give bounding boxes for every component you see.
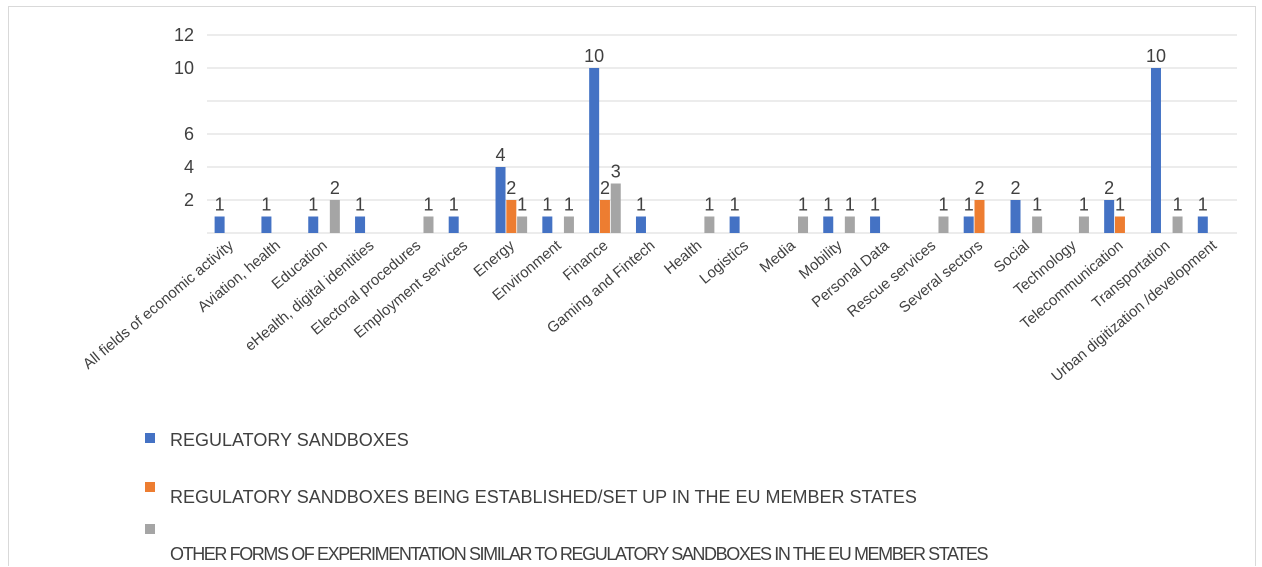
category-label: Logistics xyxy=(696,237,752,288)
bar[interactable] xyxy=(214,216,225,234)
bar[interactable] xyxy=(448,216,459,234)
data-label: 1 xyxy=(845,195,855,215)
data-label: 10 xyxy=(1146,46,1166,66)
y-axis-ticks: 12 10 6 4 2 xyxy=(174,25,194,210)
data-label: 1 xyxy=(423,195,433,215)
data-label: 1 xyxy=(870,195,880,215)
bar[interactable] xyxy=(870,216,881,234)
data-label: 1 xyxy=(704,195,714,215)
data-label: 2 xyxy=(600,178,610,198)
bar[interactable] xyxy=(589,68,600,233)
bar[interactable] xyxy=(495,167,506,233)
bar[interactable] xyxy=(844,216,855,234)
bar[interactable] xyxy=(1010,200,1021,233)
bars xyxy=(214,68,1208,234)
category-label: Aviation, health xyxy=(194,237,283,316)
data-label: 1 xyxy=(964,195,974,215)
bar[interactable] xyxy=(610,183,621,234)
bar[interactable] xyxy=(563,216,574,234)
data-label: 1 xyxy=(308,195,318,215)
data-label: 1 xyxy=(517,195,527,215)
data-label: 1 xyxy=(823,195,833,215)
bar[interactable] xyxy=(506,200,517,233)
category-label: Social xyxy=(991,237,1033,276)
legend-swatch-0 xyxy=(145,433,155,443)
data-label: 4 xyxy=(496,145,506,165)
data-label: 2 xyxy=(1104,178,1114,198)
bar[interactable] xyxy=(963,216,974,234)
bar[interactable] xyxy=(798,216,809,234)
y-tick-label: 12 xyxy=(174,25,194,45)
bar[interactable] xyxy=(308,216,319,234)
legend-label-0: REGULATORY SANDBOXES xyxy=(170,430,409,450)
data-label: 1 xyxy=(261,195,271,215)
bar[interactable] xyxy=(1172,216,1183,234)
data-label: 2 xyxy=(1011,178,1021,198)
data-label: 1 xyxy=(355,195,365,215)
bar[interactable] xyxy=(517,216,528,234)
bar[interactable] xyxy=(355,216,366,234)
data-label: 1 xyxy=(1079,195,1089,215)
category-label: Several sectors xyxy=(896,237,986,316)
bar[interactable] xyxy=(938,216,949,234)
data-label: 2 xyxy=(330,178,340,198)
chart-frame: 12 10 6 4 2 1 1 1 2 1 1 1 4 2 1 1 1 10 2 3 1 1 1 1 1 1 1 1 1 2 2 1 1 2 1 1… xyxy=(8,6,1256,566)
bar[interactable] xyxy=(1104,200,1115,233)
legend-swatch-1 xyxy=(145,482,155,492)
category-label: Media xyxy=(757,237,800,277)
data-label: 1 xyxy=(449,195,459,215)
bar[interactable] xyxy=(1032,216,1043,234)
legend-swatch-2 xyxy=(145,524,155,534)
data-label: 1 xyxy=(636,195,646,215)
legend-label-2: OTHER FORMS OF EXPERIMENTATION SIMILAR T… xyxy=(170,544,988,564)
data-label: 1 xyxy=(1032,195,1042,215)
bar[interactable] xyxy=(329,200,340,233)
bar[interactable] xyxy=(1150,68,1161,233)
data-label: 1 xyxy=(938,195,948,215)
category-labels: All fields of economic activityAviation,… xyxy=(80,237,1221,386)
bar[interactable] xyxy=(729,216,740,234)
data-label: 1 xyxy=(564,195,574,215)
category-label: Urban digitization /development xyxy=(1048,237,1221,386)
data-label: 1 xyxy=(798,195,808,215)
data-label: 1 xyxy=(1115,195,1125,215)
bar[interactable] xyxy=(423,216,434,234)
bar[interactable] xyxy=(974,200,985,233)
y-tick-label: 4 xyxy=(184,157,194,177)
gridlines xyxy=(207,34,1237,234)
y-tick-label: 2 xyxy=(184,190,194,210)
data-label: 1 xyxy=(1173,195,1183,215)
bar[interactable] xyxy=(1078,216,1089,234)
bar[interactable] xyxy=(823,216,834,234)
data-label: 1 xyxy=(1198,195,1208,215)
legend-label-1: REGULATORY SANDBOXES BEING ESTABLISHED/S… xyxy=(170,487,917,507)
data-label: 1 xyxy=(215,195,225,215)
bar[interactable] xyxy=(635,216,646,234)
y-tick-label: 6 xyxy=(184,124,194,144)
bar[interactable] xyxy=(1114,216,1125,234)
data-label: 10 xyxy=(584,46,604,66)
data-label: 1 xyxy=(542,195,552,215)
bar[interactable] xyxy=(704,216,715,234)
bar[interactable] xyxy=(599,200,610,233)
data-label: 3 xyxy=(611,162,621,182)
data-label: 1 xyxy=(730,195,740,215)
data-label: 2 xyxy=(974,178,984,198)
bar[interactable] xyxy=(1197,216,1208,234)
y-tick-label: 10 xyxy=(174,58,194,78)
bar[interactable] xyxy=(542,216,553,234)
bar[interactable] xyxy=(261,216,272,234)
data-label: 2 xyxy=(506,178,516,198)
